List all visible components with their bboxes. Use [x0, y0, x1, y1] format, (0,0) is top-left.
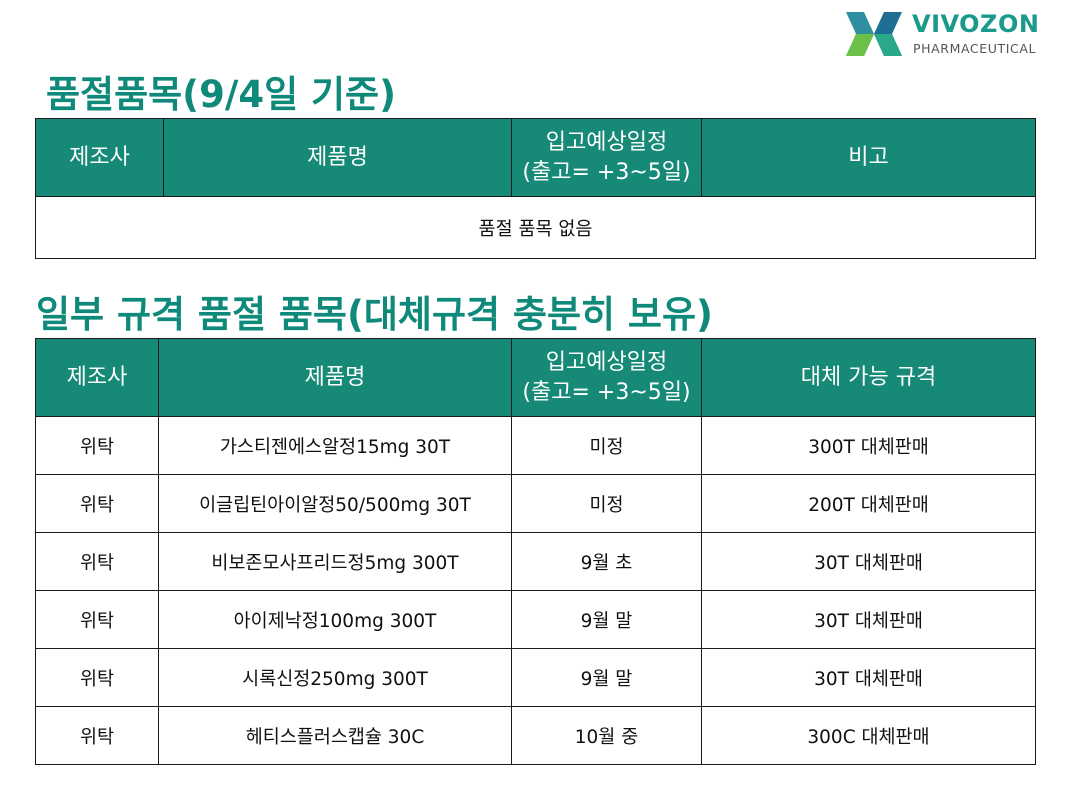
brand-name: VIVOZON — [912, 10, 1040, 38]
header-alternative: 대체 가능 규격 — [701, 338, 1036, 417]
brand-subtitle: PHARMACEUTICAL — [913, 41, 1037, 56]
cell-alternative: 30T 대체판매 — [701, 648, 1036, 707]
cell-maker: 위탁 — [35, 416, 159, 475]
cell-product: 비보존모사프리드정5mg 300T — [158, 532, 512, 591]
cell-maker: 위탁 — [35, 706, 159, 765]
header-note: 비고 — [701, 118, 1036, 197]
header-schedule-line2: (출고= +3~5일) — [522, 379, 691, 405]
cell-product: 아이제낙정100mg 300T — [158, 590, 512, 649]
table-header-row: 제조사 제품명 입고예상일정 (출고= +3~5일) 대체 가능 규격 — [35, 338, 1036, 417]
cell-schedule: 10월 중 — [511, 706, 702, 765]
cell-product: 헤티스플러스캡슐 30C — [158, 706, 512, 765]
table-row: 위탁 비보존모사프리드정5mg 300T 9월 초 30T 대체판매 — [35, 532, 1036, 591]
cell-maker: 위탁 — [35, 648, 159, 707]
cell-schedule: 9월 초 — [511, 532, 702, 591]
table-row: 위탁 헤티스플러스캡슐 30C 10월 중 300C 대체판매 — [35, 706, 1036, 765]
out-of-stock-table: 제조사 제품명 입고예상일정 (출고= +3~5일) 비고 품절 품목 없음 — [35, 118, 1036, 259]
header-product: 제품명 — [158, 338, 512, 417]
table-row: 위탁 가스티젠에스알정15mg 30T 미정 300T 대체판매 — [35, 416, 1036, 475]
table-row: 위탁 이글립틴아이알정50/500mg 30T 미정 200T 대체판매 — [35, 474, 1036, 533]
header-schedule-line2: (출고= +3~5일) — [522, 159, 691, 185]
cell-maker: 위탁 — [35, 532, 159, 591]
cell-maker: 위탁 — [35, 474, 159, 533]
header-schedule-line1: 입고예상일정 — [545, 349, 668, 375]
cell-schedule: 9월 말 — [511, 590, 702, 649]
header-maker: 제조사 — [35, 118, 164, 197]
cell-product: 시록신정250mg 300T — [158, 648, 512, 707]
cell-alternative: 30T 대체판매 — [701, 590, 1036, 649]
vivozon-logo-icon — [846, 12, 902, 56]
cell-alternative: 200T 대체판매 — [701, 474, 1036, 533]
cell-schedule: 9월 말 — [511, 648, 702, 707]
cell-schedule: 미정 — [511, 474, 702, 533]
cell-maker: 위탁 — [35, 590, 159, 649]
header-schedule: 입고예상일정 (출고= +3~5일) — [511, 118, 702, 197]
section-title-out-of-stock: 품절품목(9/4일 기준) — [46, 73, 396, 116]
header-maker: 제조사 — [35, 338, 159, 417]
header-product: 제품명 — [163, 118, 512, 197]
cell-alternative: 300T 대체판매 — [701, 416, 1036, 475]
cell-alternative: 30T 대체판매 — [701, 532, 1036, 591]
empty-message: 품절 품목 없음 — [35, 196, 1036, 259]
cell-product: 이글립틴아이알정50/500mg 30T — [158, 474, 512, 533]
header-schedule-line1: 입고예상일정 — [545, 129, 668, 155]
cell-alternative: 300C 대체판매 — [701, 706, 1036, 765]
company-logo: VIVOZON PHARMACEUTICAL — [846, 8, 1051, 60]
table-row: 위탁 시록신정250mg 300T 9월 말 30T 대체판매 — [35, 648, 1036, 707]
table-row: 위탁 아이제낙정100mg 300T 9월 말 30T 대체판매 — [35, 590, 1036, 649]
cell-product: 가스티젠에스알정15mg 30T — [158, 416, 512, 475]
section-title-partial-stock: 일부 규격 품절 품목(대체규격 충분히 보유) — [36, 293, 713, 336]
partial-stock-table: 제조사 제품명 입고예상일정 (출고= +3~5일) 대체 가능 규격 위탁 가… — [35, 338, 1036, 765]
header-schedule: 입고예상일정 (출고= +3~5일) — [511, 338, 702, 417]
table-header-row: 제조사 제품명 입고예상일정 (출고= +3~5일) 비고 — [35, 118, 1036, 197]
table-row: 품절 품목 없음 — [35, 196, 1036, 259]
cell-schedule: 미정 — [511, 416, 702, 475]
